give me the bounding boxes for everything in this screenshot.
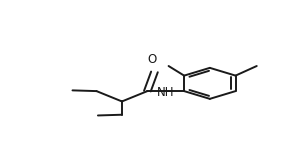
Text: O: O — [147, 53, 156, 66]
Text: NH: NH — [157, 86, 174, 99]
